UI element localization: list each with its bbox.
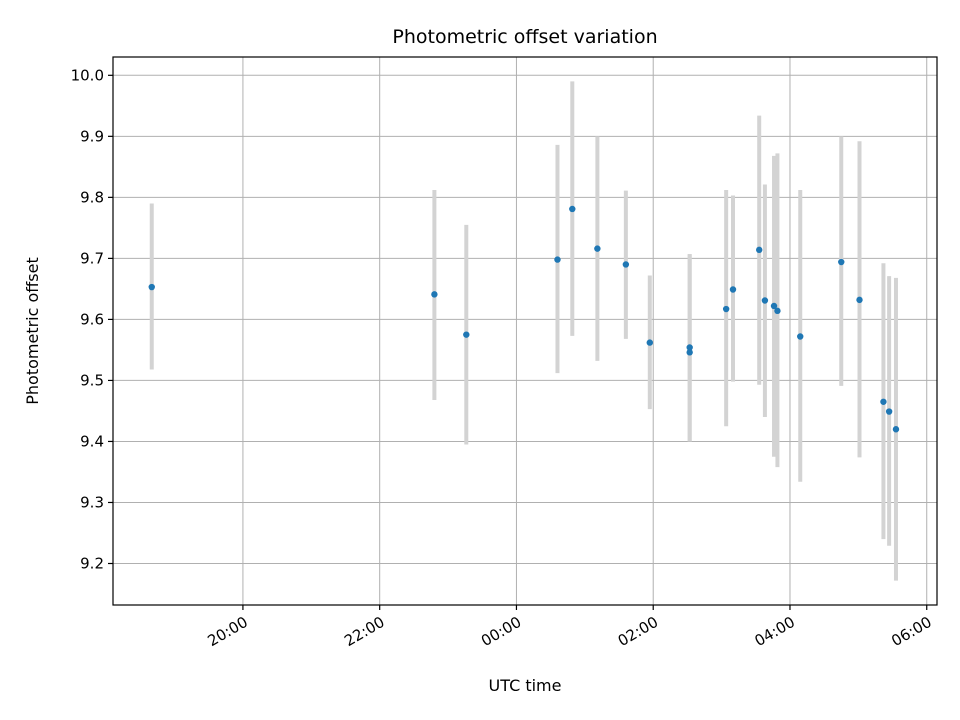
data-point-15 bbox=[774, 307, 781, 315]
data-point-14 bbox=[770, 302, 778, 310]
data-point-6 bbox=[622, 261, 630, 268]
data-point-4 bbox=[569, 205, 576, 213]
data-point-7 bbox=[646, 339, 653, 346]
data-point-8 bbox=[686, 344, 693, 351]
data-point-16 bbox=[797, 333, 804, 340]
y-tick-label: 10.0 bbox=[71, 66, 104, 84]
data-point-18 bbox=[856, 296, 863, 304]
y-tick-label: 9.8 bbox=[80, 188, 104, 206]
y-tick-label: 9.2 bbox=[80, 555, 104, 573]
data-point-3 bbox=[554, 256, 561, 263]
y-tick-label: 9.5 bbox=[80, 371, 104, 389]
data-point-20 bbox=[885, 408, 893, 415]
data-point-21 bbox=[892, 426, 900, 433]
data-point-5 bbox=[594, 245, 601, 252]
y-tick-label: 9.7 bbox=[80, 249, 104, 267]
y-tick-label: 9.9 bbox=[80, 127, 104, 145]
plot-frame bbox=[112, 56, 938, 606]
data-point-11 bbox=[729, 286, 737, 293]
data-point-19 bbox=[880, 398, 887, 405]
y-tick-label: 9.6 bbox=[80, 310, 104, 328]
data-point-10 bbox=[722, 305, 730, 313]
data-point-13 bbox=[761, 297, 769, 304]
y-tick-label: 9.3 bbox=[80, 493, 104, 511]
data-point-17 bbox=[838, 258, 845, 266]
data-point-0 bbox=[148, 283, 155, 291]
y-axis-label: Photometric offset bbox=[23, 257, 42, 405]
data-point-1 bbox=[431, 291, 438, 298]
data-points bbox=[148, 205, 900, 433]
data-point-2 bbox=[463, 331, 470, 338]
y-tick-label: 9.4 bbox=[80, 432, 104, 450]
chart-title: Photometric offset variation bbox=[392, 26, 657, 48]
data-point-9 bbox=[686, 349, 693, 356]
data-point-12 bbox=[756, 246, 763, 254]
x-axis-label: UTC time bbox=[489, 676, 562, 695]
